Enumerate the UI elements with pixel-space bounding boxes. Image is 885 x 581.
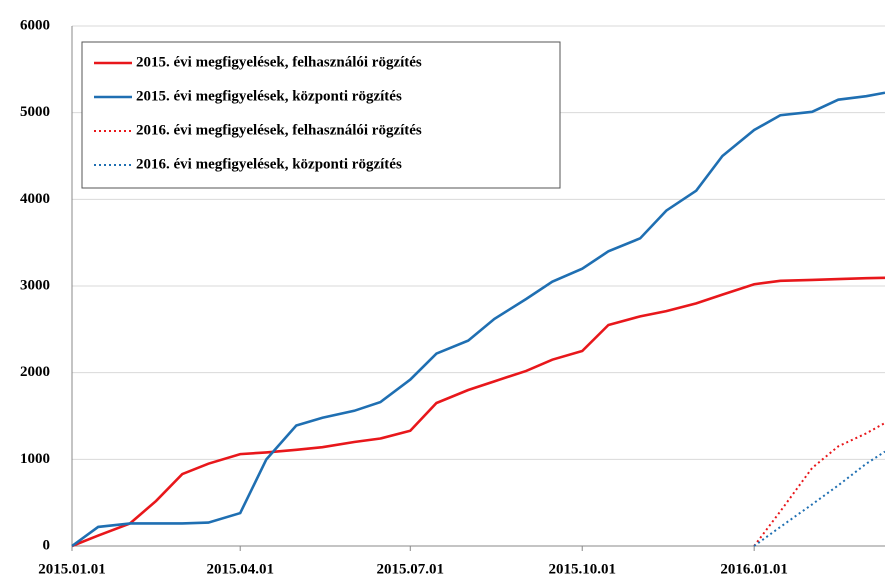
y-tick-label: 4000 bbox=[20, 191, 50, 207]
x-tick-label: 2015.01.01 bbox=[38, 561, 106, 577]
legend-label: 2015. évi megfigyelések, felhasználói rö… bbox=[136, 54, 422, 70]
legend: 2015. évi megfigyelések, felhasználói rö… bbox=[81, 41, 561, 189]
y-tick-label: 6000 bbox=[20, 17, 50, 33]
series-line bbox=[753, 450, 885, 547]
y-tick-label: 5000 bbox=[20, 104, 50, 120]
legend-label: 2016. évi megfigyelések, központi rögzít… bbox=[136, 156, 402, 172]
series-line bbox=[71, 91, 885, 548]
x-tick-label: 2015.10.01 bbox=[548, 561, 616, 577]
legend-label: 2015. évi megfigyelések, központi rögzít… bbox=[136, 88, 402, 104]
series-line bbox=[753, 422, 885, 547]
series-line bbox=[71, 276, 885, 548]
y-tick-label: 2000 bbox=[20, 364, 50, 380]
x-tick-label: 2015.04.01 bbox=[206, 561, 274, 577]
y-tick-label: 0 bbox=[43, 537, 51, 553]
legend-box bbox=[81, 41, 561, 189]
x-tick-label: 2016.01.01 bbox=[720, 561, 788, 577]
x-tick-label: 2015.07.01 bbox=[377, 561, 445, 577]
y-tick-label: 3000 bbox=[20, 277, 50, 293]
y-tick-label: 1000 bbox=[20, 451, 50, 467]
legend-label: 2016. évi megfigyelések, felhasználói rö… bbox=[136, 122, 422, 138]
